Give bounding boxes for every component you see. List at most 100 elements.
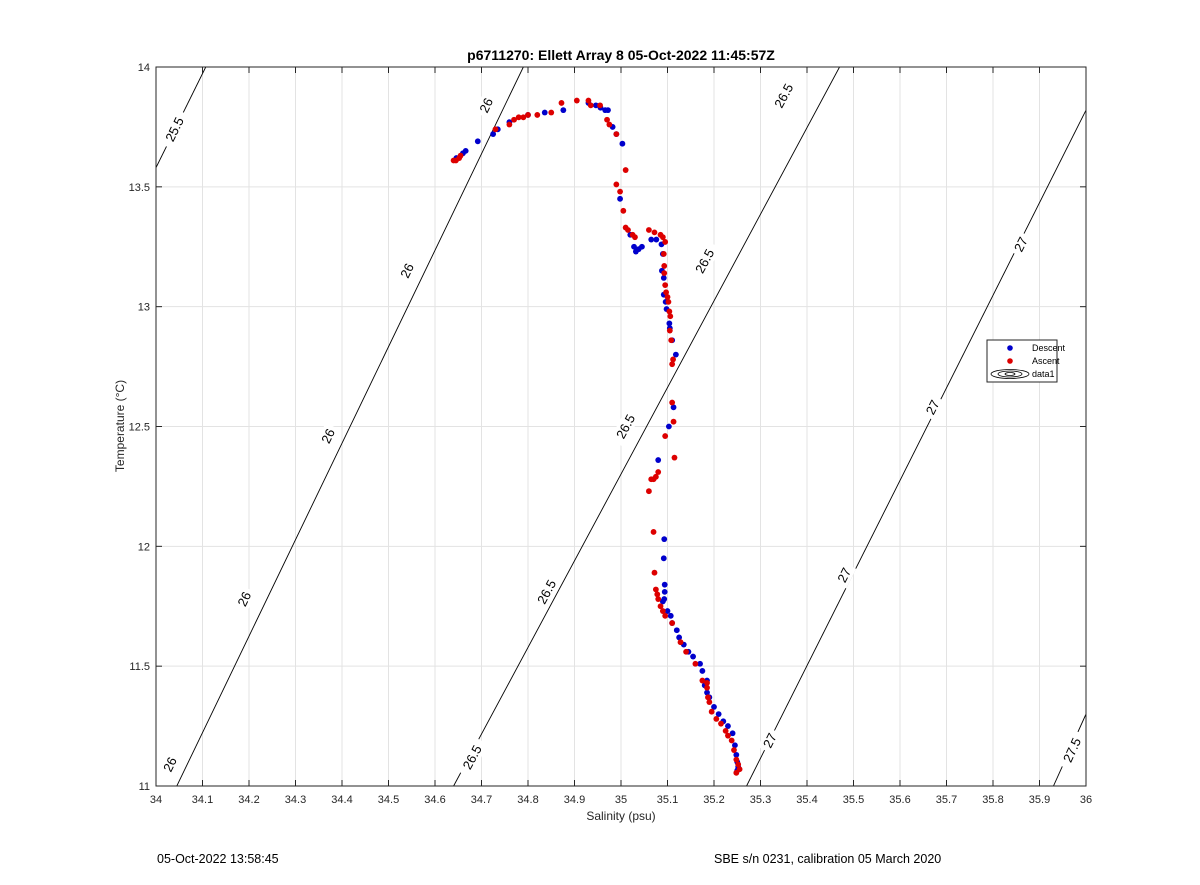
point-descent: [711, 704, 717, 710]
x-tick-label: 34.7: [471, 794, 492, 806]
point-descent: [619, 140, 626, 147]
x-tick-label: 34.3: [285, 794, 306, 806]
point-descent: [659, 598, 666, 605]
chart-title: p6711270: Ellett Array 8 05-Oct-2022 11:…: [467, 47, 775, 63]
point-ascent: [668, 337, 675, 344]
point-ascent: [706, 699, 713, 706]
footer-timestamp: 05-Oct-2022 13:58:45: [157, 852, 279, 866]
point-ascent: [534, 112, 541, 118]
contour-label-bg: [232, 585, 257, 613]
contour-label-bg: [157, 751, 182, 778]
x-tick-label: 35.8: [982, 794, 1003, 806]
point-ascent: [662, 612, 669, 619]
point-descent: [697, 660, 703, 667]
point-ascent: [613, 181, 620, 188]
point-ascent: [662, 239, 669, 245]
point-ascent: [662, 282, 669, 288]
contour-label: 26: [397, 261, 417, 281]
point-ascent: [657, 603, 664, 610]
contour-line-26: [176, 67, 524, 786]
point-descent: [664, 608, 671, 614]
y-tick-label: 12.5: [129, 422, 150, 434]
y-tick-label: 12: [138, 541, 150, 553]
x-tick-label: 34.8: [517, 794, 538, 806]
point-ascent: [661, 270, 668, 277]
contour-label-bg: [159, 108, 191, 150]
point-ascent: [650, 529, 657, 535]
point-ascent: [606, 121, 613, 128]
point-ascent: [520, 114, 527, 121]
point-descent: [733, 751, 740, 758]
point-ascent: [457, 152, 464, 159]
contour-label-bg: [1056, 729, 1088, 771]
point-ascent: [506, 121, 513, 128]
point-ascent: [666, 327, 673, 334]
point-ascent: [665, 298, 672, 305]
point-ascent: [654, 591, 661, 598]
contour-label-bg: [395, 257, 420, 285]
contour-label-bg: [530, 571, 563, 613]
point-ascent: [705, 694, 711, 701]
y-tick-label: 14: [138, 62, 150, 74]
x-tick-label: 35.6: [889, 794, 910, 806]
point-ascent: [669, 361, 676, 368]
point-ascent: [655, 596, 662, 602]
point-descent: [690, 653, 696, 660]
point-ascent: [671, 454, 678, 461]
x-tick-label: 34: [150, 794, 162, 806]
y-tick-label: 13: [138, 302, 150, 314]
legend-marker-ascent: [1007, 358, 1013, 364]
point-ascent: [492, 126, 499, 133]
point-descent: [660, 555, 667, 562]
footer-calibration: SBE s/n 0231, calibration 05 March 2020: [714, 852, 942, 866]
point-ascent: [587, 102, 594, 109]
legend-label-descent: Descent: [1032, 343, 1066, 353]
point-ascent: [731, 747, 737, 753]
point-descent: [617, 195, 623, 202]
point-ascent: [661, 263, 668, 269]
point-descent: [660, 275, 667, 281]
x-tick-label: 34.5: [378, 794, 399, 806]
legend-label-ascent: Ascent: [1032, 356, 1060, 366]
point-descent: [648, 236, 655, 243]
point-ascent: [728, 737, 735, 744]
point-ascent: [669, 399, 676, 406]
point-ascent: [548, 109, 555, 116]
x-tick-label: 34.6: [424, 794, 445, 806]
x-tick-label: 34.2: [238, 794, 259, 806]
point-ascent: [713, 715, 720, 722]
point-ascent: [718, 720, 724, 727]
point-ascent: [662, 433, 669, 439]
y-tick-label: 11: [139, 781, 150, 793]
point-descent: [715, 711, 722, 717]
contour-label-bg: [1008, 230, 1033, 258]
contour-label: 26: [476, 96, 496, 116]
point-ascent: [733, 769, 740, 776]
point-ascent: [670, 418, 677, 425]
point-descent: [661, 588, 668, 595]
point-ascent: [613, 131, 620, 138]
point-ascent: [660, 251, 667, 257]
legend-marker-contour-icon: [990, 369, 1030, 379]
point-ascent: [648, 476, 655, 483]
point-ascent: [511, 116, 517, 123]
point-ascent: [604, 116, 610, 123]
x-tick-label: 35.9: [1029, 794, 1050, 806]
x-tick-label: 34.4: [331, 794, 352, 806]
point-descent: [732, 742, 738, 749]
y-axis-label: Temperature (°C): [113, 380, 127, 472]
contour-label-bg: [316, 422, 341, 450]
contour-label: 26: [234, 589, 254, 609]
x-tick-label: 35.1: [657, 794, 678, 806]
x-tick-label: 34.9: [564, 794, 585, 806]
y-tick-label: 13.5: [129, 182, 150, 194]
point-ascent: [558, 100, 565, 106]
point-ascent: [699, 677, 706, 684]
point-descent: [490, 131, 497, 138]
point-descent: [474, 138, 481, 145]
point-ascent: [651, 569, 658, 576]
contour-line-27: [746, 109, 1086, 786]
point-descent: [729, 730, 736, 737]
legend-label-data1: data1: [1032, 369, 1055, 379]
